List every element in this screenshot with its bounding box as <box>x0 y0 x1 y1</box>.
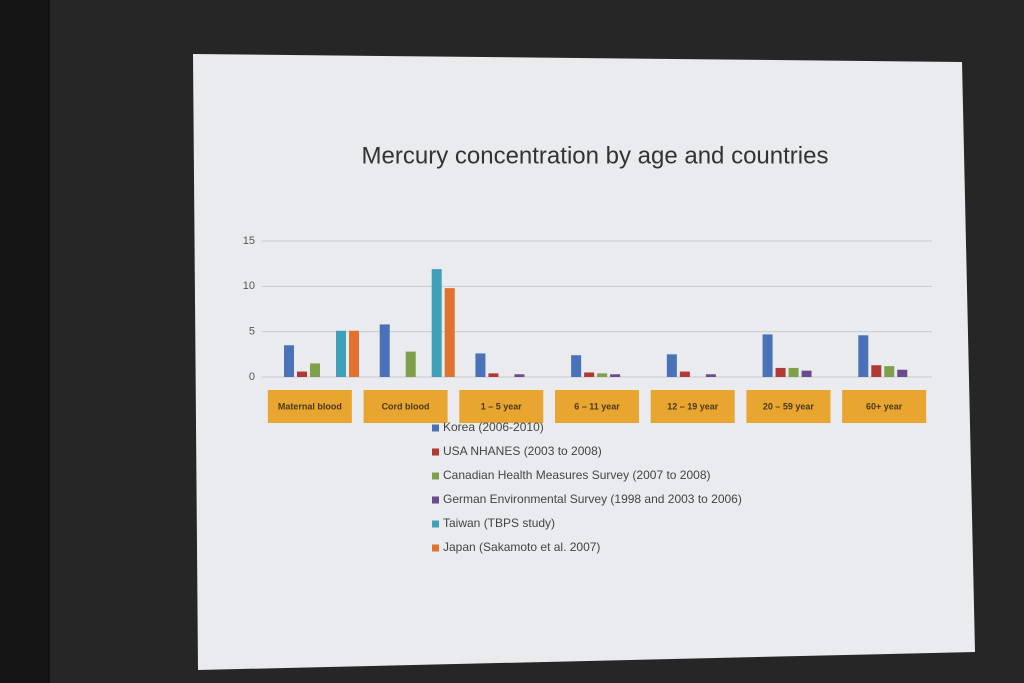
x-tick-label: Maternal blood <box>278 401 342 411</box>
legend-label: Taiwan (TBPS study) <box>443 516 555 530</box>
legend-label: Korea (2006-2010) <box>443 420 544 434</box>
bar <box>405 351 416 377</box>
bar <box>431 269 442 377</box>
legend-swatch <box>432 472 439 480</box>
x-tick-label: 6 – 11 year <box>574 401 620 411</box>
bar <box>336 330 346 377</box>
bar <box>284 345 294 377</box>
category-box <box>842 390 927 423</box>
y-tick-label: 0 <box>249 371 255 383</box>
bar <box>571 355 582 377</box>
legend-swatch <box>432 520 439 528</box>
legend-swatch <box>432 496 439 504</box>
legend-label: USA NHANES (2003 to 2008) <box>443 444 602 458</box>
x-tick-label: Cord blood <box>382 401 430 411</box>
bar <box>610 374 621 377</box>
category-box <box>746 390 831 423</box>
legend-swatch <box>432 544 439 552</box>
bar <box>788 367 799 377</box>
bar <box>514 374 525 377</box>
x-tick-label: 12 – 19 year <box>667 401 719 411</box>
bar <box>775 367 786 377</box>
bar <box>705 374 716 377</box>
legend-swatch <box>432 448 439 456</box>
bar <box>379 324 390 377</box>
legend-swatch <box>432 424 439 432</box>
category-box <box>363 390 448 423</box>
legend-label: Canadian Health Measures Survey (2007 to… <box>443 468 711 482</box>
bar <box>597 373 608 377</box>
bar <box>488 373 499 377</box>
bar <box>444 288 455 377</box>
y-tick-label: 10 <box>243 280 255 292</box>
y-tick-label: 5 <box>249 326 255 338</box>
category-box <box>555 390 639 423</box>
chart-title: Mercury concentration by age and countri… <box>362 142 829 169</box>
bar <box>297 371 307 377</box>
legend-label: German Environmental Survey (1998 and 20… <box>443 492 742 506</box>
y-tick-label: 15 <box>243 235 255 247</box>
bar <box>666 354 677 377</box>
x-tick-label: 1 – 5 year <box>481 401 523 411</box>
bar <box>858 335 869 377</box>
category-box <box>267 390 352 423</box>
bar <box>679 371 690 377</box>
slide <box>193 54 975 670</box>
bar <box>584 372 595 377</box>
category-box <box>459 390 544 423</box>
legend-label: Japan (Sakamoto et al. 2007) <box>443 540 600 554</box>
bar <box>871 365 882 377</box>
bar <box>897 369 908 377</box>
x-tick-label: 20 – 59 year <box>763 401 815 411</box>
bar <box>310 363 320 377</box>
category-box <box>650 390 735 423</box>
bar <box>801 370 812 377</box>
x-tick-label: 60+ year <box>866 401 903 411</box>
bar <box>475 353 486 377</box>
bar <box>762 334 773 377</box>
bar <box>349 330 359 377</box>
bar <box>884 366 895 377</box>
